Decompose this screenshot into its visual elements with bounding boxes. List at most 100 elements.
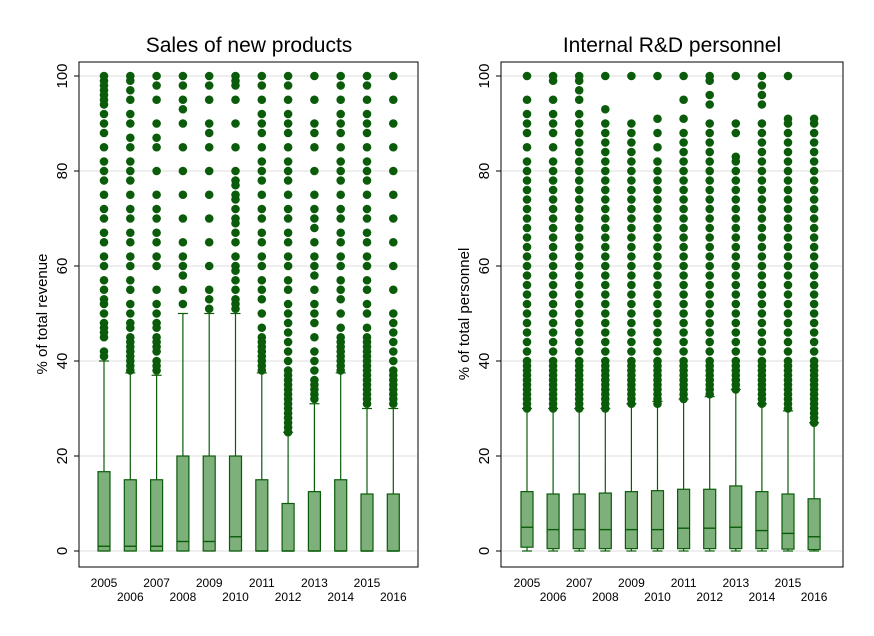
outlier-point — [653, 299, 662, 309]
outlier-point — [204, 128, 214, 138]
outlier-point — [126, 109, 135, 119]
outlier-point — [310, 119, 319, 128]
outlier-point — [389, 95, 398, 105]
outlier-point — [757, 81, 767, 90]
outlier-point — [653, 185, 662, 195]
outlier-point — [126, 252, 135, 261]
iqr-box — [650, 490, 665, 550]
outlier-point — [783, 309, 793, 318]
chart-title: Internal R&D personnel — [563, 34, 781, 57]
outlier-point — [809, 157, 819, 166]
outlier-point — [705, 195, 714, 204]
x-axis-ticks: 2005200620072008200920102011201220132014… — [514, 576, 828, 604]
outlier-point — [574, 223, 584, 233]
outlier-point — [809, 252, 819, 261]
outlier-point — [679, 347, 688, 356]
outlier-point — [679, 166, 688, 176]
outlier-point — [548, 261, 558, 271]
outlier-point — [362, 214, 372, 223]
outlier-point — [310, 142, 319, 152]
x-tick-label: 2006 — [540, 590, 567, 604]
outlier-point — [601, 271, 610, 280]
outlier-point — [204, 294, 214, 304]
outlier-point — [705, 223, 714, 233]
outlier-point — [783, 242, 793, 252]
iqr-box — [150, 479, 164, 552]
outlier-point — [653, 223, 662, 233]
outlier-point — [731, 271, 741, 280]
outlier-point — [152, 142, 161, 152]
outlier-point — [679, 299, 688, 309]
outlier-point — [522, 252, 532, 261]
outlier-point — [627, 214, 636, 223]
outlier-point — [731, 119, 741, 128]
outlier-point — [679, 356, 688, 366]
outlier-point — [231, 190, 240, 200]
outlier-point — [389, 285, 398, 295]
outlier-point — [362, 204, 372, 214]
outlier-point — [705, 299, 714, 309]
outlier-point — [310, 375, 319, 385]
outlier-point — [522, 328, 532, 337]
outlier-point — [809, 138, 819, 147]
outlier-point — [757, 204, 767, 214]
outlier-point — [679, 114, 688, 124]
x-tick-label: 2012 — [696, 590, 723, 604]
outlier-point — [601, 309, 610, 318]
outlier-point — [548, 119, 558, 128]
y-axis-label: % of total personnel — [456, 248, 473, 381]
outlier-point — [126, 157, 135, 166]
outlier-point — [362, 309, 372, 318]
outlier-point — [336, 142, 346, 152]
outlier-point — [653, 280, 662, 290]
outlier-point — [705, 128, 714, 138]
outlier-point — [99, 128, 109, 138]
outlier-point — [152, 252, 161, 261]
outlier-point — [601, 337, 610, 347]
outlier-point — [310, 128, 319, 138]
outlier-point — [783, 347, 793, 356]
outlier-point — [705, 290, 714, 299]
boxplots — [97, 71, 400, 552]
x-tick-label: 2015 — [354, 576, 381, 590]
outlier-point — [283, 128, 293, 138]
boxplot-2010 — [228, 71, 243, 552]
outlier-point — [362, 190, 372, 200]
boxplot-2005 — [97, 71, 111, 552]
outlier-point — [731, 318, 741, 328]
outlier-point — [389, 309, 398, 318]
outlier-point — [389, 356, 398, 366]
outlier-point — [522, 195, 532, 204]
outlier-point — [783, 185, 793, 195]
outlier-point — [362, 237, 372, 247]
boxplot-2008 — [598, 71, 612, 552]
iqr-box — [572, 493, 586, 550]
outlier-point — [257, 190, 267, 200]
outlier-point — [574, 85, 584, 95]
outlier-point — [627, 299, 636, 309]
outlier-point — [731, 128, 741, 138]
outlier-point — [679, 309, 688, 318]
outlier-point — [653, 328, 662, 337]
outlier-point — [705, 261, 714, 271]
outlier-point — [574, 233, 584, 242]
y-tick-label: 20 — [476, 448, 493, 465]
outlier-point — [283, 109, 293, 119]
iqr-box — [228, 455, 243, 552]
outlier-point — [336, 176, 346, 185]
outlier-point — [310, 356, 319, 366]
outlier-point — [574, 309, 584, 318]
outlier-point — [705, 147, 714, 157]
outlier-point — [731, 252, 741, 261]
outlier-point — [757, 157, 767, 166]
outlier-point — [679, 147, 688, 157]
boxplot-2012 — [703, 71, 717, 552]
outlier-point — [601, 204, 610, 214]
outlier-point — [310, 309, 319, 318]
outlier-point — [99, 204, 109, 214]
outlier-point — [574, 356, 584, 366]
outlier-point — [783, 195, 793, 204]
outlier-point — [152, 166, 161, 176]
outlier-point — [679, 242, 688, 252]
boxplot-2016 — [807, 114, 821, 552]
